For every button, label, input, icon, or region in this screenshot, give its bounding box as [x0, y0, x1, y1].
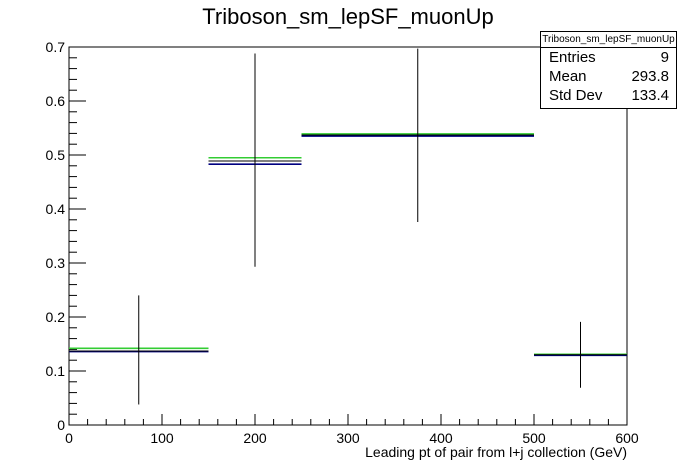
x-tick-label: 100: [150, 430, 174, 446]
stats-value: 293.8: [631, 68, 669, 85]
y-tick-label: 0: [57, 417, 65, 433]
y-tick-label: 0.4: [46, 201, 66, 217]
histogram-marks: [69, 48, 627, 405]
stats-box: Triboson_sm_lepSF_muonUp Entries 9 Mean …: [540, 31, 677, 109]
x-axis-label: Leading pt of pair from l+j collection (…: [365, 444, 627, 460]
stats-box-title: Triboson_sm_lepSF_muonUp: [541, 32, 676, 48]
y-tick-label: 0.1: [46, 363, 66, 379]
x-tick-label: 300: [336, 430, 360, 446]
stats-row-stddev: Std Dev 133.4: [541, 86, 676, 105]
stats-row-mean: Mean 293.8: [541, 67, 676, 86]
stats-row-entries: Entries 9: [541, 48, 676, 67]
x-tick-label: 200: [243, 430, 267, 446]
x-tick-label: 600: [615, 430, 639, 446]
chart-title: Triboson_sm_lepSF_muonUp: [202, 4, 494, 29]
stats-label: Mean: [549, 68, 587, 85]
stats-label: Entries: [549, 49, 596, 66]
x-tick-label: 500: [522, 430, 546, 446]
y-tick-label: 0.5: [46, 147, 66, 163]
axes: 0 100 200 300 400 500 600 0 0.1 0.2 0.3 0.4 0.5 0.6 0.…: [46, 39, 639, 446]
y-tick-label: 0.7: [46, 39, 66, 55]
x-tick-label: 400: [429, 430, 453, 446]
x-tick-label: 0: [65, 430, 73, 446]
stats-value: 9: [660, 49, 669, 66]
y-tick-label: 0.3: [46, 255, 66, 271]
stats-value: 133.4: [631, 87, 669, 104]
y-tick-label: 0.2: [46, 309, 66, 325]
stats-label: Std Dev: [549, 87, 603, 104]
y-tick-label: 0.6: [46, 93, 66, 109]
